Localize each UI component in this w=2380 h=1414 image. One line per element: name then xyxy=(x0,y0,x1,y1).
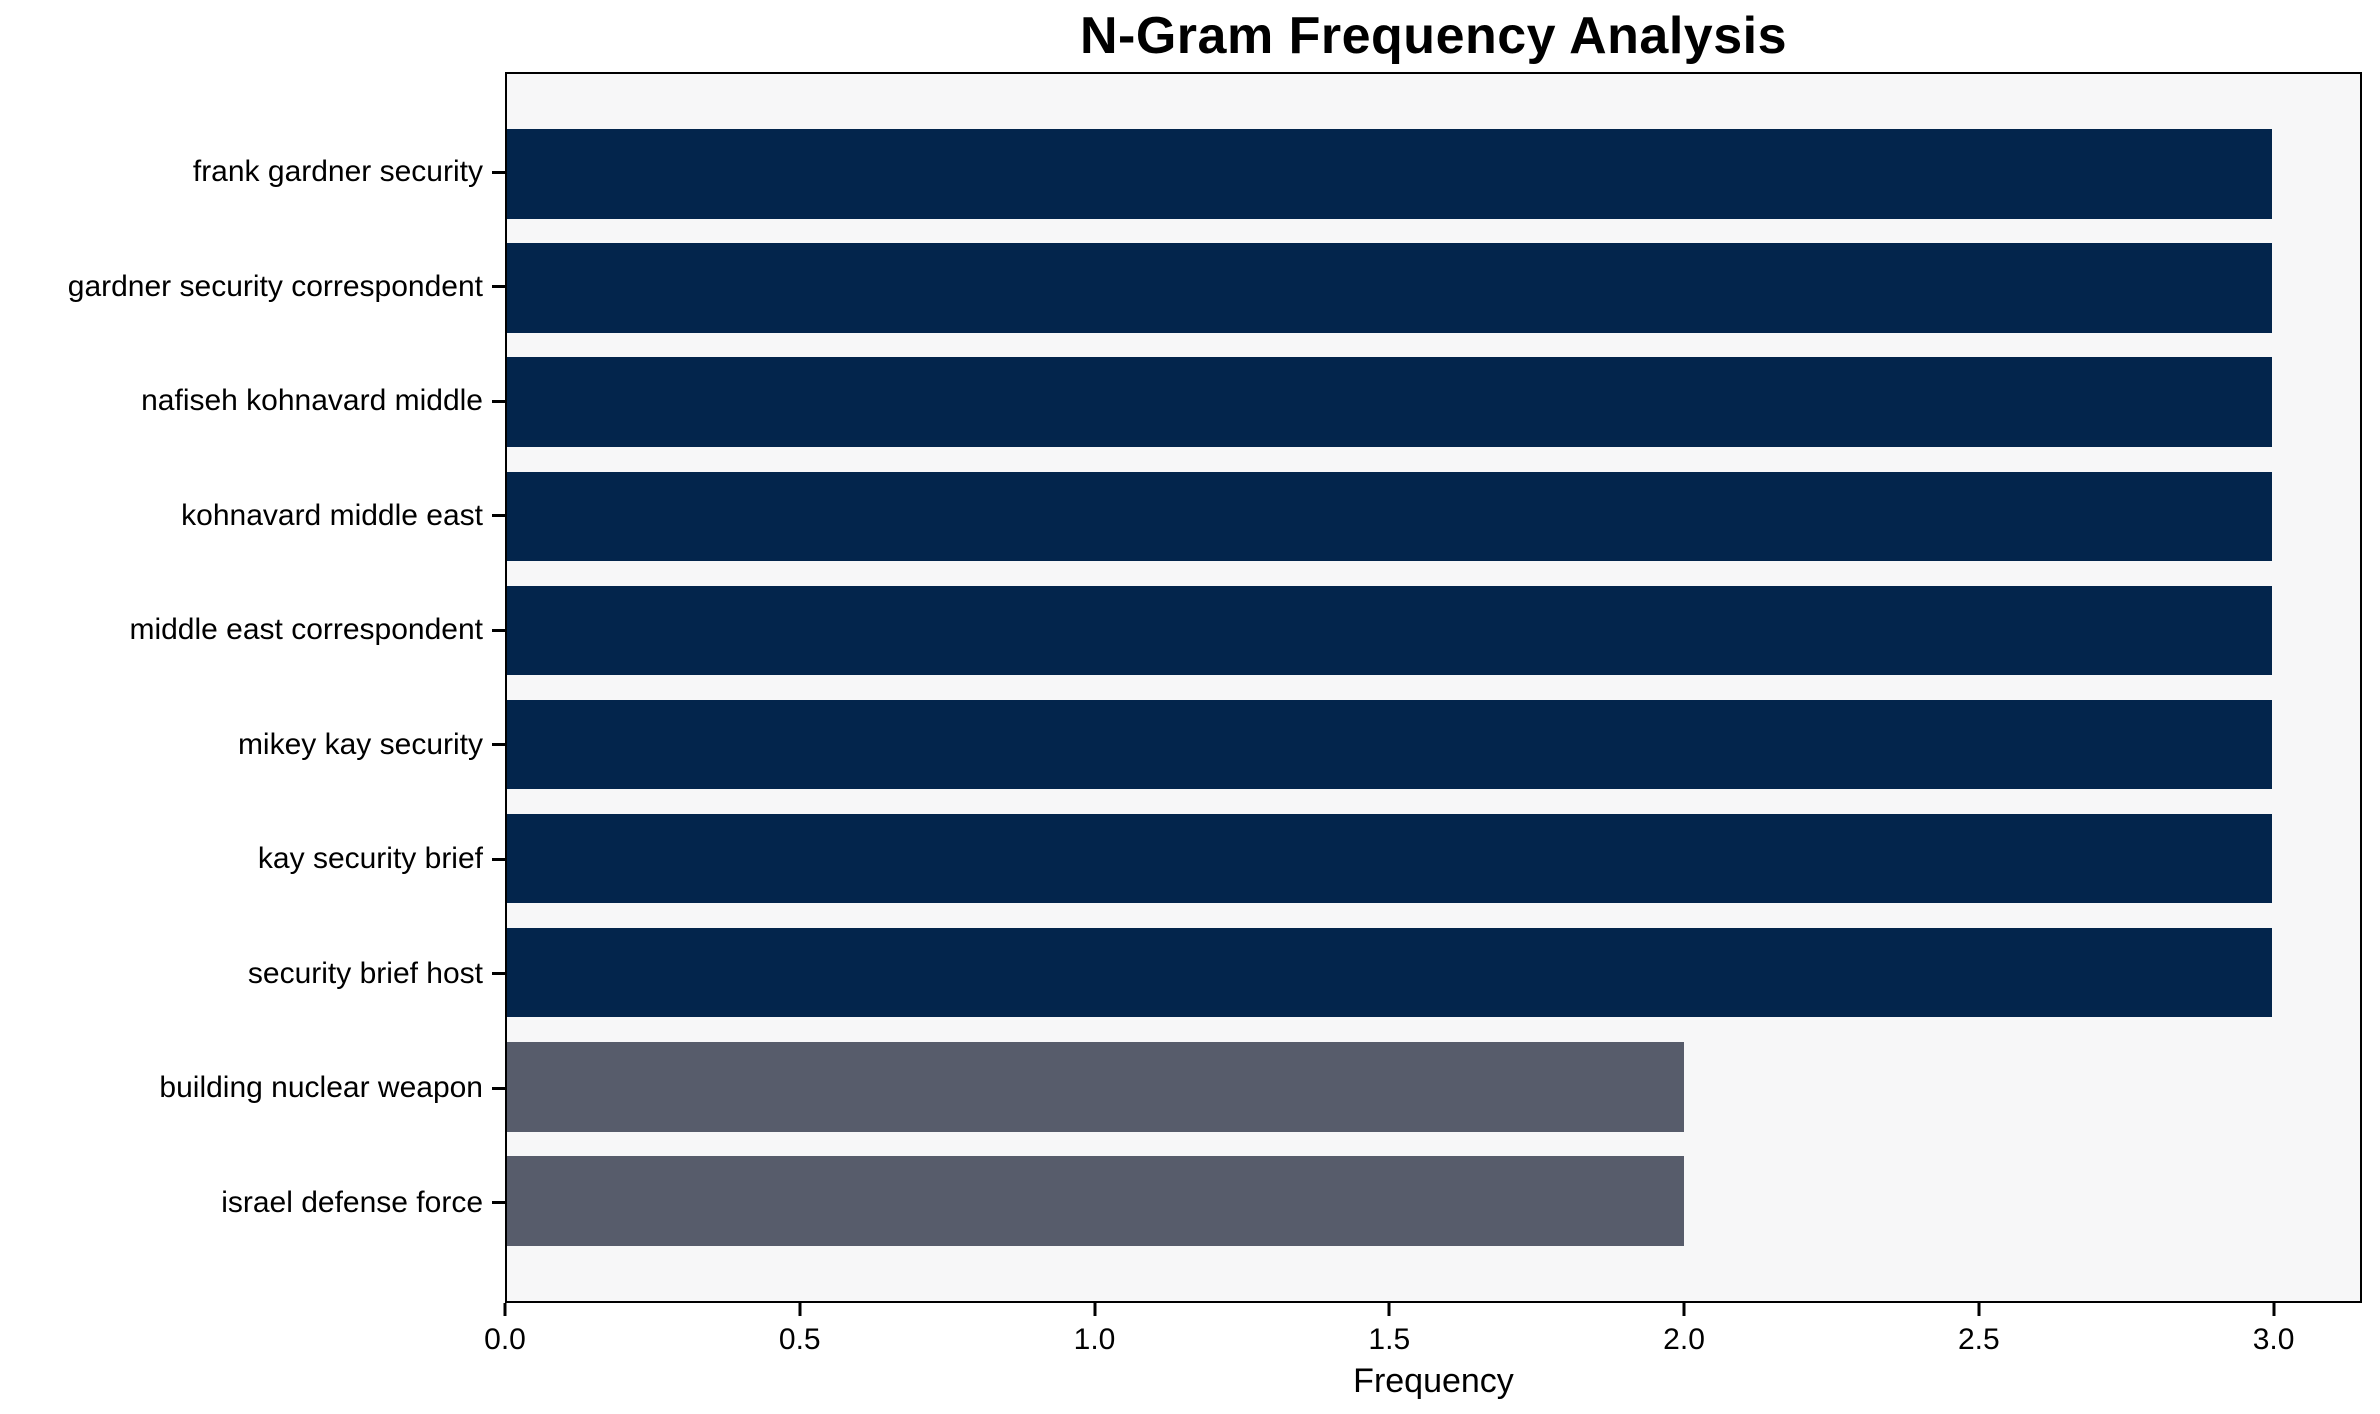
x-tick-mark xyxy=(503,1303,507,1316)
x-tick-mark xyxy=(2272,1303,2276,1316)
bar-row xyxy=(507,231,2360,345)
x-tick-label: 2.5 xyxy=(1957,1323,2000,1356)
bar xyxy=(507,1156,1684,1246)
bar-row xyxy=(507,802,2360,916)
y-tick-label: kay security brief xyxy=(257,842,483,876)
bar xyxy=(507,243,2272,333)
bar xyxy=(507,129,2272,219)
y-tick-label: security brief host xyxy=(247,956,483,990)
y-tick-mark xyxy=(492,514,505,518)
x-tick-label: 1.5 xyxy=(1368,1323,1411,1356)
bar xyxy=(507,585,2272,676)
x-tick-mark xyxy=(1682,1303,1686,1316)
bar xyxy=(507,471,2272,562)
x-tick-mark xyxy=(1387,1303,1391,1316)
chart-title: N-Gram Frequency Analysis xyxy=(1079,7,1788,65)
y-tick-label: mikey kay security xyxy=(237,727,483,761)
y-row: kay security brief xyxy=(0,802,505,917)
y-row: building nuclear weapon xyxy=(0,1031,505,1146)
y-tick-mark xyxy=(492,1086,505,1090)
x-axis: 0.0 0.5 1.0 1.5 2.0 2.5 3.0 xyxy=(484,1303,2362,1413)
y-tick-label: frank gardner security xyxy=(192,155,483,189)
x-tick-mark xyxy=(1977,1303,1981,1316)
bar-row xyxy=(507,916,2360,1030)
bar-row xyxy=(507,459,2360,573)
bar-row xyxy=(507,1144,2360,1258)
y-row: gardner security correspondent xyxy=(0,230,505,345)
bar xyxy=(507,1042,1684,1132)
y-tick-mark xyxy=(492,170,505,174)
y-tick-label: building nuclear weapon xyxy=(159,1071,483,1105)
x-tick-label: 0.5 xyxy=(778,1323,821,1356)
y-tick-mark xyxy=(492,857,505,861)
y-tick-mark xyxy=(492,1201,505,1205)
y-tick-label: nafiseh kohnavard middle xyxy=(141,384,483,418)
x-tick-label: 0.0 xyxy=(484,1323,526,1356)
y-tick-mark xyxy=(492,743,505,747)
y-row: middle east correspondent xyxy=(0,573,505,688)
x-tick-mark xyxy=(1093,1303,1097,1316)
bar xyxy=(507,927,2272,1018)
x-tick-label: 1.0 xyxy=(1073,1323,1116,1356)
y-row: israel defense force xyxy=(0,1146,505,1261)
y-row: security brief host xyxy=(0,917,505,1032)
bar-row xyxy=(507,117,2360,231)
y-tick-mark xyxy=(492,285,505,289)
bars xyxy=(507,117,2360,1258)
y-row: nafiseh kohnavard middle xyxy=(0,344,505,459)
bar-row xyxy=(507,1030,2360,1144)
y-tick-mark xyxy=(492,628,505,632)
y-tick-mark xyxy=(492,399,505,403)
y-tick-label: middle east correspondent xyxy=(129,613,483,647)
x-axis-label: Frequency xyxy=(1353,1362,1514,1400)
bar xyxy=(507,813,2272,904)
x-tick-label: 2.0 xyxy=(1663,1323,1705,1356)
y-tick-label: gardner security correspondent xyxy=(67,269,483,303)
y-axis: frank gardner security gardner security c… xyxy=(0,115,505,1260)
y-row: kohnavard middle east xyxy=(0,459,505,574)
y-tick-label: israel defense force xyxy=(221,1185,483,1219)
bar xyxy=(507,357,2272,448)
x-tick-label: 3.0 xyxy=(2252,1323,2295,1356)
bar-row xyxy=(507,573,2360,687)
bar xyxy=(507,699,2272,790)
y-tick-mark xyxy=(492,972,505,976)
y-row: mikey kay security xyxy=(0,688,505,803)
y-row: frank gardner security xyxy=(0,115,505,230)
y-tick-label: kohnavard middle east xyxy=(181,498,483,532)
x-tick-mark xyxy=(798,1303,802,1316)
plot-area xyxy=(505,72,2362,1303)
bar-row xyxy=(507,345,2360,459)
bar-row xyxy=(507,687,2360,801)
